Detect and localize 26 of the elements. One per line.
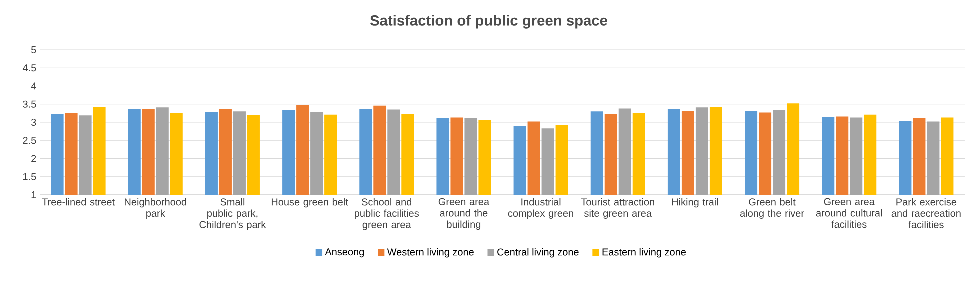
y-tick-label: 1.5 <box>23 173 36 180</box>
y-tick-label: 2 <box>32 155 36 162</box>
y-tick-label: 3 <box>31 118 36 126</box>
y-tick-label: 4.5 <box>22 64 36 72</box>
x-tick-label: House green belt <box>272 198 348 208</box>
x-tick-label: Green area around cultural facilities <box>816 198 882 228</box>
legend-label: Central living zone <box>498 248 579 258</box>
legend-label: Eastern living zone <box>602 248 686 258</box>
y-tick-label: 1 <box>32 192 36 198</box>
x-tick-label: Industrial complex green <box>508 198 574 220</box>
y-tick-label: 2.5 <box>23 137 36 144</box>
y-tick-label: 4 <box>31 82 36 90</box>
x-tick-label: Tourist attraction site green area <box>581 198 654 220</box>
x-tick-label: School and public facilities green area <box>355 198 420 230</box>
y-tick-label: 3.5 <box>23 100 36 108</box>
x-tick-label: Hiking trail <box>672 198 718 208</box>
x-tick-label: Small public park, Children's park <box>200 198 266 230</box>
legend-label: Anseong <box>325 248 364 258</box>
legend-label: Western living zone <box>387 248 474 258</box>
y-tick-label: 5 <box>31 46 36 54</box>
x-tick-label: Green area around the building <box>438 198 490 230</box>
chart-title: Satisfaction of public green space <box>370 15 608 29</box>
x-tick-label: Park exercise and raecreation facilities <box>892 198 961 228</box>
x-tick-label: Neighborhood park <box>125 198 186 220</box>
x-tick-label: Green belt along the river <box>740 198 804 220</box>
x-tick-label: Tree-lined street <box>42 198 115 206</box>
